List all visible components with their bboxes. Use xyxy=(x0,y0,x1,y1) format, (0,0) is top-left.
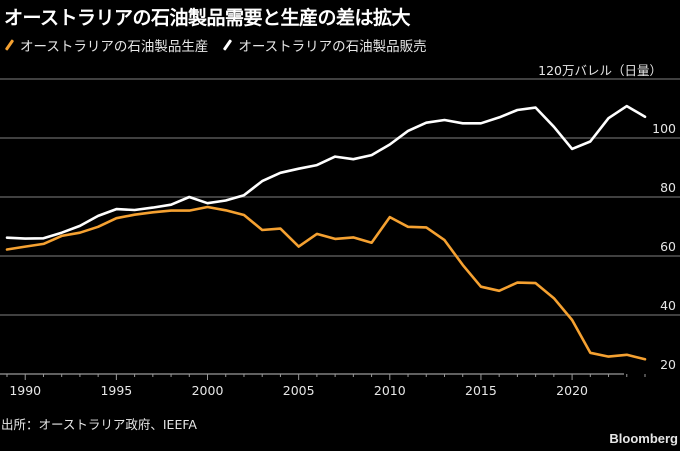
x-axis xyxy=(0,373,646,380)
legend-label-sales: オーストラリアの石油製品販売 xyxy=(238,39,427,55)
y-tick-label-80: 80 xyxy=(660,180,676,195)
y-axis-unit-label: 120万バレル（日量） xyxy=(538,63,662,78)
x-tick-label-2000: 2000 xyxy=(192,383,224,398)
x-tick-label-2005: 2005 xyxy=(283,383,315,398)
series-line-production xyxy=(5,205,647,361)
legend-label-production: オーストラリアの石油製品生産 xyxy=(20,39,209,55)
legend-item-production: オーストラリアの石油製品生産 xyxy=(4,35,208,55)
y-tick-label-60: 60 xyxy=(660,239,676,254)
gridlines xyxy=(0,78,680,316)
source-note: 出所：オーストラリア政府、IEEFA xyxy=(1,417,197,432)
x-tick-label-1990: 1990 xyxy=(9,383,41,398)
series-line-sales xyxy=(5,104,647,240)
chart-title: オーストラリアの石油製品需要と生産の差は拡大 xyxy=(4,7,411,29)
x-tick-label-2020: 2020 xyxy=(556,383,588,398)
y-tick-label-20: 20 xyxy=(660,357,676,372)
x-tick-label-2015: 2015 xyxy=(465,383,497,398)
x-axis-labels: 1990 1995 2000 2005 2010 2015 2020 xyxy=(9,383,588,398)
legend-item-sales: オーストラリアの石油製品販売 xyxy=(222,35,427,55)
y-axis-labels: 20 40 60 80 100 xyxy=(652,121,676,372)
x-tick-label-2010: 2010 xyxy=(374,383,406,398)
y-tick-label-100: 100 xyxy=(652,121,676,136)
brand-logo: Bloomberg xyxy=(609,431,678,446)
legend: オーストラリアの石油製品生産 オーストラリアの石油製品販売 xyxy=(4,35,441,55)
y-tick-label-40: 40 xyxy=(660,298,676,313)
x-tick-label-1995: 1995 xyxy=(100,383,132,398)
series-lines xyxy=(5,104,647,361)
